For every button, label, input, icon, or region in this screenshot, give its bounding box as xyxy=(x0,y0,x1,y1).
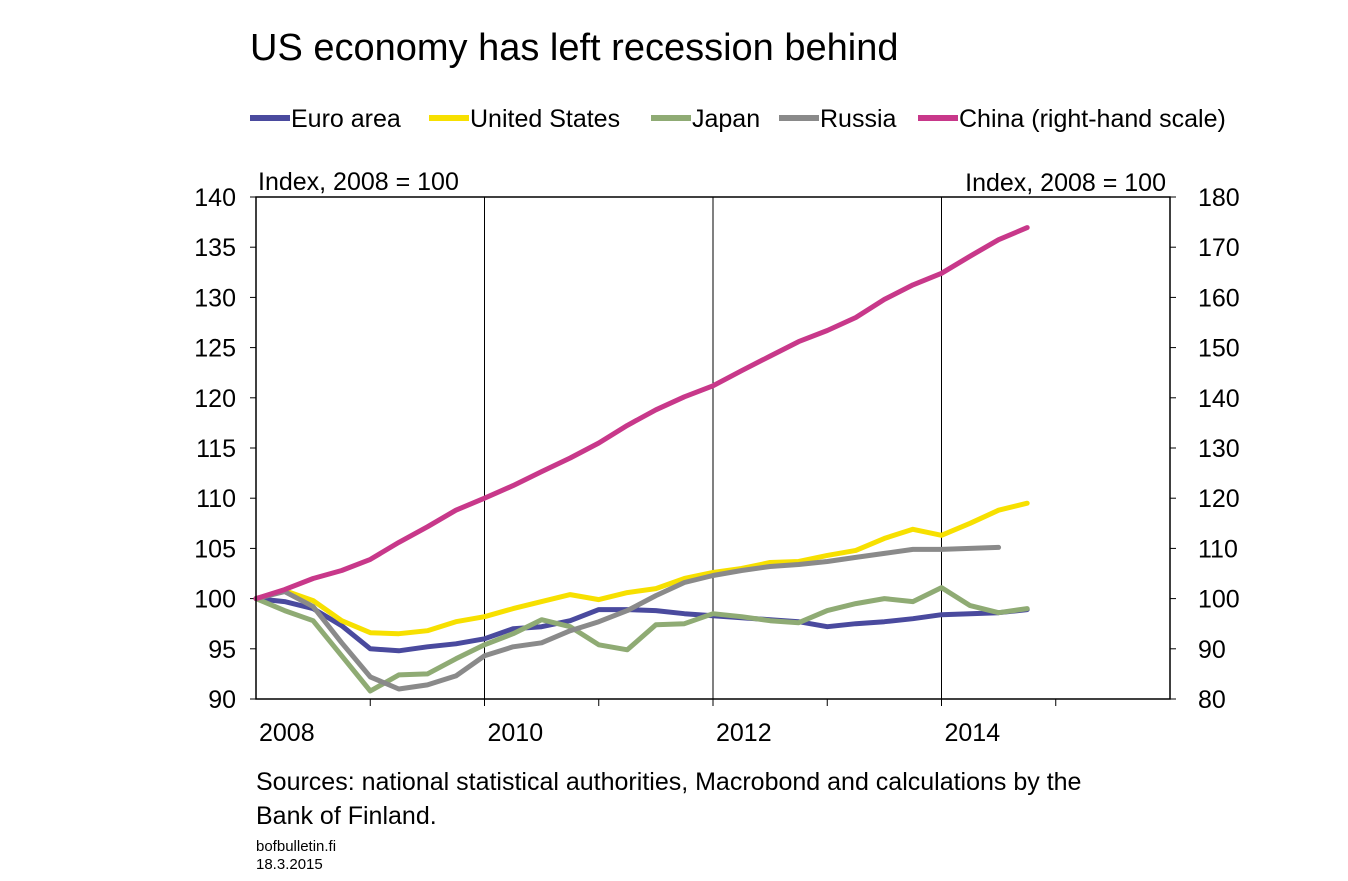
series-line-united-states xyxy=(253,500,1030,637)
y-right-tick-label: 150 xyxy=(1198,335,1240,363)
x-tick-label: 2012 xyxy=(716,719,772,747)
y-right-tick-label: 160 xyxy=(1198,284,1240,312)
legend-label-russia: Russia xyxy=(820,105,897,133)
y-left-tick-label: 105 xyxy=(194,535,236,563)
series-line-russia xyxy=(253,544,1002,692)
y-right-tick-label: 100 xyxy=(1198,586,1240,614)
y-left-tick-label: 95 xyxy=(208,636,236,664)
x-tick-label: 2014 xyxy=(945,719,1001,747)
series-line-china xyxy=(253,225,1030,602)
y-left-tick-label: 115 xyxy=(196,435,236,463)
legend-label-united-states: United States xyxy=(470,105,620,133)
y-right-tick-label: 120 xyxy=(1198,485,1240,513)
y-left-tick-label: 135 xyxy=(194,234,236,262)
gridlines xyxy=(369,197,1057,706)
y-left-tick-label: 125 xyxy=(194,335,236,363)
y-left-tick-label: 90 xyxy=(208,686,236,714)
right-axis-label: Index, 2008 = 100 xyxy=(965,169,1166,197)
plot-area-frame xyxy=(255,196,1171,700)
x-axis: 2008 2010 2012 2014 xyxy=(259,719,1000,747)
series-line-euro-area xyxy=(253,596,1030,654)
legend-label-china: China (right-hand scale) xyxy=(959,105,1226,133)
y-left-tick-label: 130 xyxy=(194,284,236,312)
y-right-tick-label: 140 xyxy=(1198,385,1240,413)
y-left-tick-label: 120 xyxy=(194,385,236,413)
right-y-axis: 80 90 100 110 120 130 140 150 160 170 180 xyxy=(1170,184,1240,714)
legend: Euro area United States Japan Russia China (… xyxy=(250,105,1226,133)
y-right-tick-label: 180 xyxy=(1198,184,1240,212)
x-tick-label: 2010 xyxy=(488,719,544,747)
sources-line-1: Sources: national statistical authoritie… xyxy=(256,768,1081,796)
y-right-tick-label: 170 xyxy=(1198,234,1240,262)
y-left-tick-label: 140 xyxy=(194,184,236,212)
series-lines xyxy=(253,225,1030,694)
y-left-tick-label: 100 xyxy=(194,586,236,614)
footer-date: 18.3.2015 xyxy=(256,856,323,873)
y-right-tick-label: 110 xyxy=(1198,535,1238,563)
chart-title: US economy has left recession behind xyxy=(250,27,898,69)
x-tick-label: 2008 xyxy=(259,719,315,747)
left-axis-label: Index, 2008 = 100 xyxy=(258,168,459,196)
sources-line-2: Bank of Finland. xyxy=(256,802,437,830)
footer-site: bofbulletin.fi xyxy=(256,838,336,855)
y-right-tick-label: 90 xyxy=(1198,636,1226,664)
legend-label-japan: Japan xyxy=(692,105,760,133)
y-right-tick-label: 130 xyxy=(1198,435,1240,463)
y-left-tick-label: 110 xyxy=(196,485,236,513)
y-right-tick-label: 80 xyxy=(1198,686,1226,714)
left-y-axis: 90 95 100 105 110 115 120 125 130 135 140 xyxy=(194,184,256,714)
legend-label-euro-area: Euro area xyxy=(291,105,401,133)
